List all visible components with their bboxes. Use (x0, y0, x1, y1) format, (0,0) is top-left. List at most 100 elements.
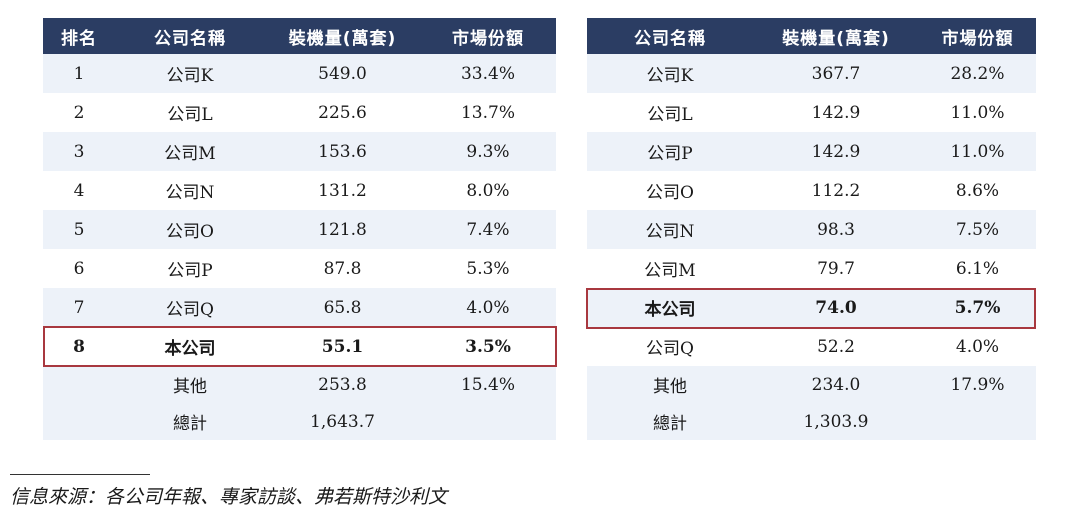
installed-cell: 153.6 (265, 132, 420, 171)
installed-cell: 549.0 (265, 54, 420, 93)
table-row-total: 總計 1,303.9 (587, 403, 1036, 440)
company-cell: 公司N (115, 171, 265, 210)
installed-cell: 79.7 (753, 249, 919, 288)
installed-cell: 367.7 (753, 54, 919, 93)
installed-cell: 225.6 (265, 93, 420, 132)
installed-cell: 131.2 (265, 171, 420, 210)
installed-cell: 1,303.9 (753, 403, 919, 440)
company-cell: 本公司 (587, 288, 753, 327)
installed-cell: 1,643.7 (265, 403, 420, 440)
ranking-table-right: 公司名稱 裝機量(萬套) 市場份額 公司K 367.7 28.2% 公司L 14… (587, 18, 1036, 440)
table-row: 6 公司P 87.8 5.3% (43, 249, 556, 288)
table-row: 公司O 112.2 8.6% (587, 171, 1036, 210)
share-cell: 5.7% (919, 288, 1036, 327)
highlight-row-our-company: 本公司 74.0 5.7% (587, 288, 1036, 327)
company-cell: 公司K (587, 54, 753, 93)
company-cell: 公司L (115, 93, 265, 132)
share-cell: 13.7% (420, 93, 556, 132)
installed-cell: 52.2 (753, 327, 919, 366)
share-cell: 15.4% (420, 366, 556, 403)
highlight-box-left (43, 326, 557, 367)
header-rank: 排名 (43, 18, 115, 54)
table-row-others: 其他 253.8 15.4% (43, 366, 556, 403)
source-note: 信息來源：各公司年報、專家訪談、弗若斯特沙利文 (10, 486, 448, 508)
rank-cell (43, 403, 115, 440)
table-row: 公司P 142.9 11.0% (587, 132, 1036, 171)
company-cell: 總計 (115, 403, 265, 440)
company-cell: 公司O (587, 171, 753, 210)
share-cell: 33.4% (420, 54, 556, 93)
share-cell: 28.2% (919, 54, 1036, 93)
share-cell: 17.9% (919, 366, 1036, 403)
installed-cell: 142.9 (753, 93, 919, 132)
ranking-table-left: 排名 公司名稱 裝機量(萬套) 市場份額 1 公司K 549.0 33.4% 2… (43, 18, 556, 440)
share-cell: 4.0% (919, 327, 1036, 366)
company-cell: 其他 (587, 366, 753, 403)
share-cell: 6.1% (919, 249, 1036, 288)
table-row: 公司M 79.7 6.1% (587, 249, 1036, 288)
share-cell (919, 403, 1036, 440)
company-cell: 公司M (587, 249, 753, 288)
share-cell (420, 403, 556, 440)
installed-cell: 98.3 (753, 210, 919, 249)
installed-cell: 65.8 (265, 288, 420, 327)
rank-cell: 8 (43, 327, 115, 366)
header-share: 市場份額 (919, 18, 1036, 54)
share-cell: 11.0% (919, 132, 1036, 171)
table-row: 公司K 367.7 28.2% (587, 54, 1036, 93)
table-row: 1 公司K 549.0 33.4% (43, 54, 556, 93)
share-cell: 9.3% (420, 132, 556, 171)
installed-cell: 87.8 (265, 249, 420, 288)
header-company: 公司名稱 (587, 18, 753, 54)
share-cell: 11.0% (919, 93, 1036, 132)
installed-cell: 142.9 (753, 132, 919, 171)
header-row: 排名 公司名稱 裝機量(萬套) 市場份額 (43, 18, 556, 54)
highlight-row-our-company: 8 本公司 55.1 3.5% (43, 327, 556, 366)
rank-cell: 4 (43, 171, 115, 210)
rank-cell: 3 (43, 132, 115, 171)
share-cell: 8.0% (420, 171, 556, 210)
company-cell: 公司N (587, 210, 753, 249)
table-row-others: 其他 234.0 17.9% (587, 366, 1036, 403)
share-cell: 7.5% (919, 210, 1036, 249)
company-cell: 公司P (587, 132, 753, 171)
share-cell: 4.0% (420, 288, 556, 327)
company-cell: 公司Q (587, 327, 753, 366)
rank-cell: 5 (43, 210, 115, 249)
header-installed: 裝機量(萬套) (265, 18, 420, 54)
table-row: 7 公司Q 65.8 4.0% (43, 288, 556, 327)
company-cell: 本公司 (115, 327, 265, 366)
installed-cell: 112.2 (753, 171, 919, 210)
company-cell: 公司O (115, 210, 265, 249)
rank-cell: 6 (43, 249, 115, 288)
highlight-box-right (586, 288, 1036, 329)
company-cell: 公司L (587, 93, 753, 132)
rank-cell: 1 (43, 54, 115, 93)
company-cell: 公司K (115, 54, 265, 93)
share-cell: 5.3% (420, 249, 556, 288)
company-cell: 其他 (115, 366, 265, 403)
table-row: 公司Q 52.2 4.0% (587, 327, 1036, 366)
rank-cell: 2 (43, 93, 115, 132)
installed-cell: 253.8 (265, 366, 420, 403)
rank-cell: 7 (43, 288, 115, 327)
header-row: 公司名稱 裝機量(萬套) 市場份額 (587, 18, 1036, 54)
company-cell: 總計 (587, 403, 753, 440)
rank-cell (43, 366, 115, 403)
header-installed: 裝機量(萬套) (753, 18, 919, 54)
company-cell: 公司Q (115, 288, 265, 327)
table-row: 3 公司M 153.6 9.3% (43, 132, 556, 171)
table-row: 公司N 98.3 7.5% (587, 210, 1036, 249)
share-cell: 8.6% (919, 171, 1036, 210)
header-company: 公司名稱 (115, 18, 265, 54)
table-row: 2 公司L 225.6 13.7% (43, 93, 556, 132)
header-share: 市場份額 (420, 18, 556, 54)
footnote-divider (10, 474, 150, 475)
installed-cell: 74.0 (753, 288, 919, 327)
installed-cell: 234.0 (753, 366, 919, 403)
share-cell: 7.4% (420, 210, 556, 249)
installed-cell: 55.1 (265, 327, 420, 366)
share-cell: 3.5% (420, 327, 556, 366)
installed-cell: 121.8 (265, 210, 420, 249)
table-row: 5 公司O 121.8 7.4% (43, 210, 556, 249)
